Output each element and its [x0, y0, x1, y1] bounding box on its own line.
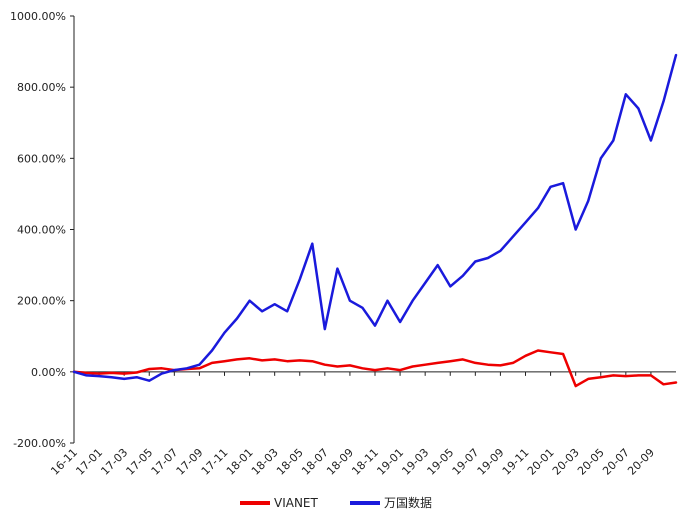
- series-line: [72, 53, 678, 382]
- y-tick-label: 800.00%: [17, 81, 66, 94]
- y-tick-label: 600.00%: [17, 152, 66, 165]
- y-axis: -200.00% 0.00% 200.00% 400.00% 600.00% 800.00…: [10, 10, 75, 450]
- y-tick-label: 1000.00%: [10, 10, 66, 23]
- y-tick-label: 0.00%: [31, 366, 66, 379]
- legend-label: 万国数据: [384, 495, 432, 510]
- series-lines: [72, 53, 678, 388]
- legend: VIANET 万国数据: [240, 495, 432, 510]
- legend-label: VIANET: [274, 496, 319, 510]
- y-tick-label: 400.00%: [17, 224, 66, 237]
- y-tick-label: -200.00%: [13, 437, 66, 450]
- y-tick-label: 200.00%: [17, 295, 66, 308]
